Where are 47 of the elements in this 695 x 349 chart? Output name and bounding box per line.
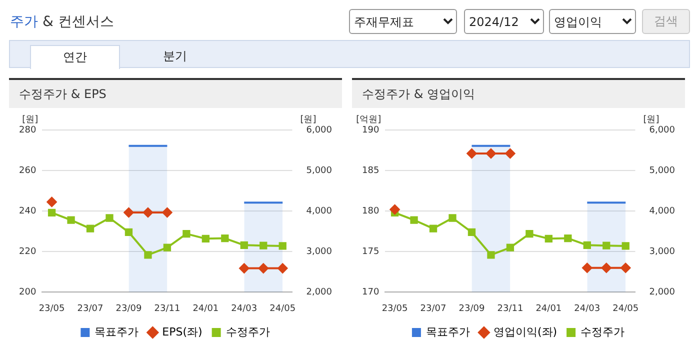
y2-tick-label: 2,000 bbox=[649, 288, 676, 298]
x-tick-label: 23/09 bbox=[458, 304, 485, 314]
y2-tick-label: 6,000 bbox=[649, 125, 676, 136]
y2-tick-label: 4,000 bbox=[649, 206, 676, 216]
x-tick-label: 24/05 bbox=[612, 304, 639, 314]
y2-tick-label: 5,000 bbox=[649, 166, 676, 176]
x-tick-label: 24/05 bbox=[270, 304, 296, 314]
y-tick-label: 180 bbox=[362, 206, 380, 216]
x-tick-label: 24/01 bbox=[536, 304, 562, 314]
y2-tick-label: 3,000 bbox=[649, 246, 676, 257]
x-tick-label: 23/09 bbox=[116, 304, 142, 314]
y-tick-label: 280 bbox=[18, 125, 36, 136]
x-tick-label: 23/11 bbox=[154, 304, 180, 314]
y-tick-label: 170 bbox=[362, 288, 380, 298]
y2-tick-label: 6,000 bbox=[306, 125, 332, 136]
legend-label: 수정주가 bbox=[226, 325, 270, 338]
y-tick-label: 185 bbox=[362, 166, 380, 176]
legend-label: 수정주가 bbox=[580, 325, 625, 338]
text: 주가 & 컨센서스 bbox=[10, 13, 114, 31]
y2-tick-label: 4,000 bbox=[306, 206, 332, 216]
x-tick-label: 23/05 bbox=[382, 304, 408, 314]
x-tick-label: 23/11 bbox=[497, 304, 524, 314]
x-tick-label: 23/07 bbox=[420, 304, 446, 314]
x-tick-label: 24/03 bbox=[231, 304, 258, 314]
y2-axis-title: [원] bbox=[643, 114, 660, 125]
chart-title: 수정주가 & EPS bbox=[9, 78, 342, 108]
y-axis-title: [억원] bbox=[356, 114, 382, 125]
y-tick-label: 200 bbox=[18, 288, 36, 298]
legend-label: 목표주가 bbox=[94, 325, 139, 338]
y2-tick-label: 2,000 bbox=[306, 288, 332, 298]
legend-label: 목표주가 bbox=[426, 325, 470, 338]
x-tick-label: 23/05 bbox=[38, 304, 65, 314]
y-tick-label: 190 bbox=[362, 125, 380, 136]
legend-label: EPS(좌) bbox=[162, 325, 202, 338]
legend-label: 영업이익(좌) bbox=[493, 325, 558, 338]
y2-axis-title: [원] bbox=[300, 114, 316, 125]
y2-tick-label: 3,000 bbox=[306, 246, 332, 257]
y2-tick-label: 5,000 bbox=[306, 166, 332, 176]
x-tick-label: 24/03 bbox=[574, 304, 600, 314]
y-tick-label: 220 bbox=[18, 246, 36, 257]
y-tick-label: 240 bbox=[18, 206, 36, 216]
y-tick-label: 260 bbox=[18, 166, 36, 176]
y-axis-title: [원] bbox=[22, 114, 38, 125]
chart-title: 수정주가 & 영업이익 bbox=[352, 78, 685, 108]
y-tick-label: 175 bbox=[362, 246, 380, 257]
x-tick-label: 23/07 bbox=[77, 304, 104, 314]
x-tick-label: 24/01 bbox=[192, 304, 219, 314]
